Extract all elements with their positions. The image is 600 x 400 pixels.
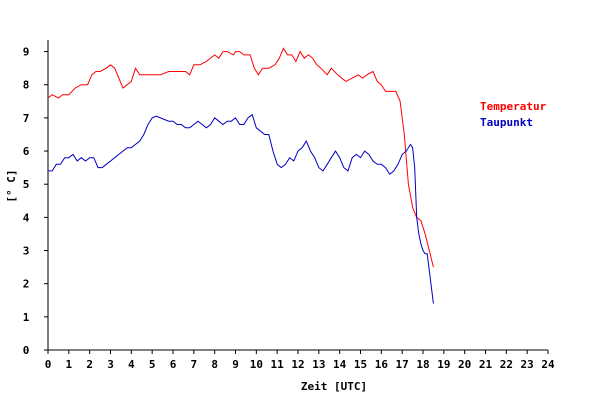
y-tick-label: 3: [23, 245, 30, 258]
x-tick-label: 6: [170, 358, 177, 371]
x-tick-label: 21: [479, 358, 493, 371]
x-tick-label: 15: [354, 358, 367, 371]
legend: Temperatur Taupunkt: [480, 100, 547, 129]
y-tick-label: 1: [23, 311, 30, 324]
y-tick-label: 6: [23, 145, 30, 158]
temperatur-series-line: [47, 47, 434, 268]
x-tick-label: 16: [375, 358, 389, 371]
x-tick-label: 20: [458, 358, 471, 371]
y-tick-label: 5: [23, 178, 30, 191]
x-tick-label: 18: [416, 358, 429, 371]
x-tick-label: 0: [45, 358, 52, 371]
x-tick-label: 1: [66, 358, 73, 371]
y-tick-label: 0: [23, 344, 30, 357]
legend-taupunkt: Taupunkt: [480, 116, 533, 129]
taupunkt-series-line: [48, 113, 434, 304]
y-tick-label: 4: [23, 211, 30, 224]
x-axis-title: Zeit [UTC]: [301, 380, 367, 393]
y-tick-label: 2: [23, 278, 30, 291]
axes: [44, 40, 549, 354]
x-tick-label: 22: [500, 358, 513, 371]
x-tick-label: 11: [271, 358, 285, 371]
x-tick-label: 4: [128, 358, 135, 371]
x-tick-label: 14: [333, 358, 347, 371]
x-tick-label: 24: [541, 358, 555, 371]
series-lines: [47, 47, 434, 304]
tick-labels: 0 1 2 3 4 5 6 7 8 9 10 11 12 13 14 15 16 17 18 19 20 21 22 23 24…: [23, 46, 555, 371]
x-tick-label: 19: [437, 358, 450, 371]
legend-temperatur: Temperatur: [480, 100, 547, 113]
y-axis-title: [° C]: [5, 169, 18, 202]
x-tick-label: 8: [211, 358, 218, 371]
y-tick-label: 8: [23, 79, 30, 92]
x-tick-label: 10: [250, 358, 263, 371]
x-tick-label: 2: [86, 358, 93, 371]
y-tick-label: 9: [23, 46, 30, 59]
x-tick-label: 17: [396, 358, 409, 371]
x-tick-label: 5: [149, 358, 156, 371]
x-tick-label: 7: [191, 358, 198, 371]
y-tick-label: 7: [23, 112, 30, 125]
x-tick-label: 9: [232, 358, 239, 371]
x-tick-label: 3: [107, 358, 114, 371]
x-tick-label: 12: [291, 358, 304, 371]
x-tick-label: 13: [312, 358, 325, 371]
x-tick-label: 23: [521, 358, 534, 371]
